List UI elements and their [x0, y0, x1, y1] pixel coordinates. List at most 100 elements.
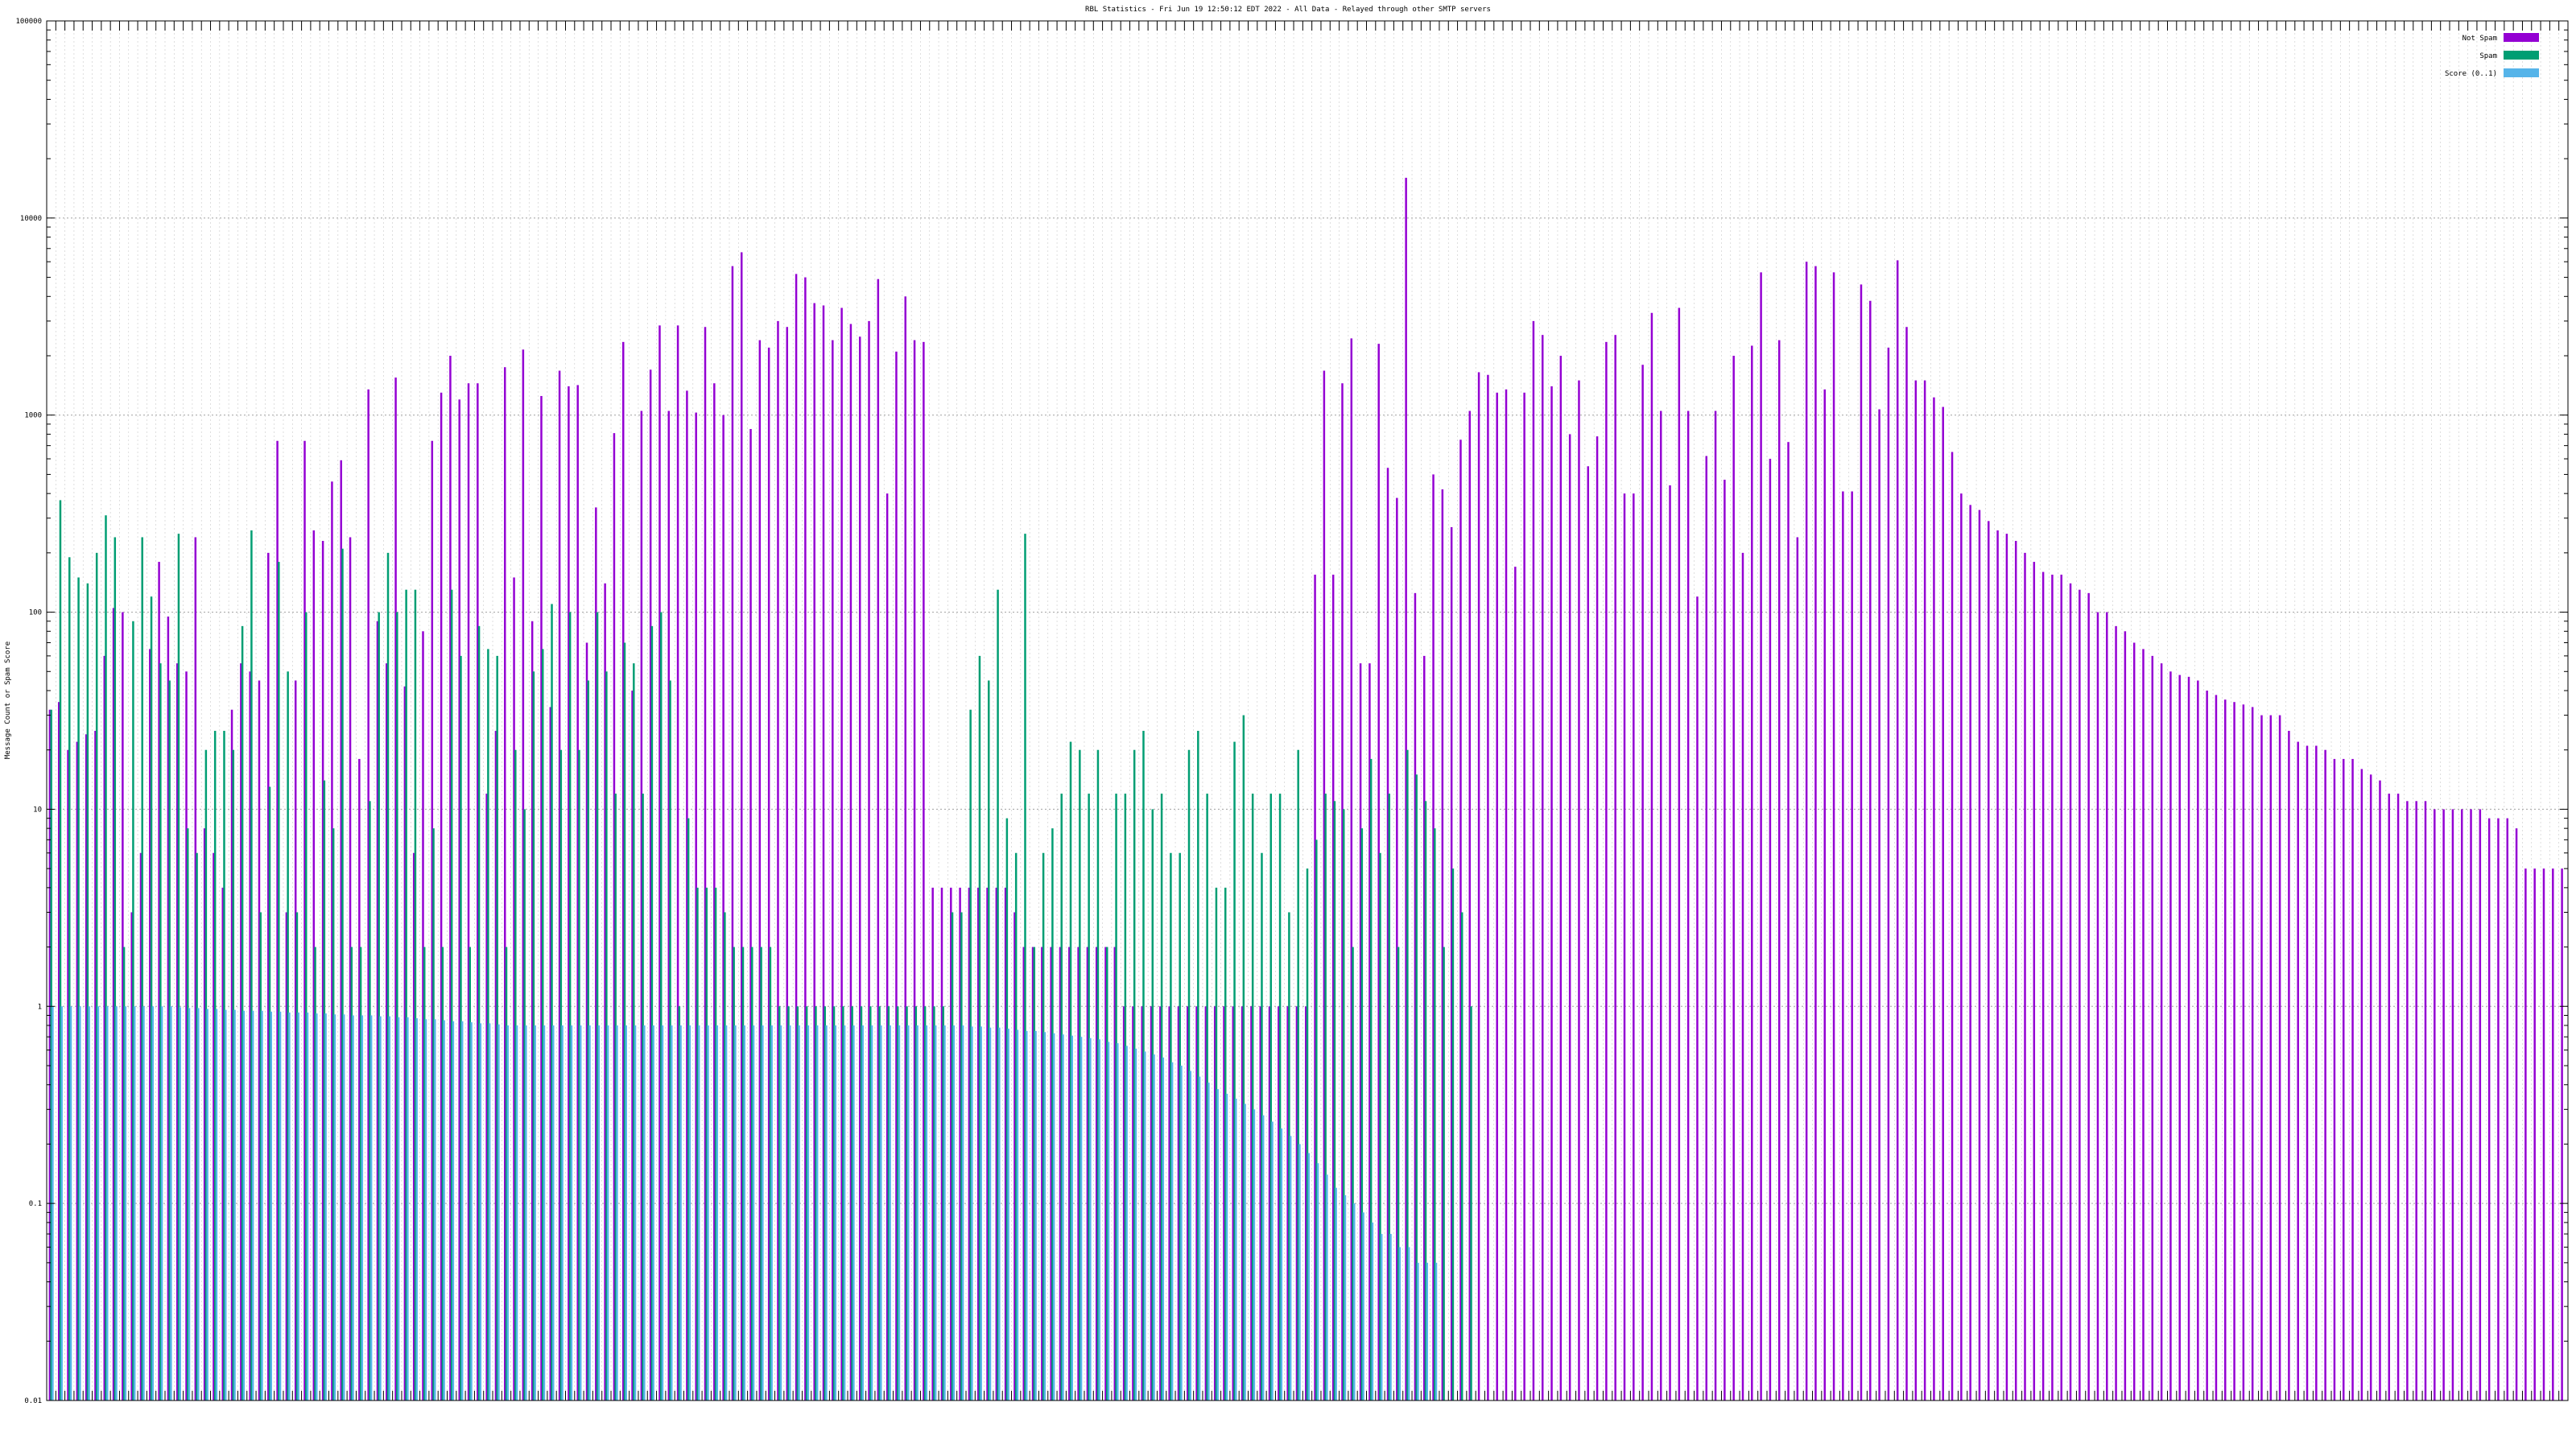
axis-layer: 100000 10000 1000 100 10 1 0.1 0.01	[15, 18, 2569, 1405]
bar-0-251	[2333, 758, 2336, 1400]
bar-0-156	[1468, 410, 1472, 1401]
bar-2-4	[88, 1006, 90, 1400]
bar-0-219	[2041, 571, 2045, 1400]
bar-1-143	[1352, 947, 1354, 1400]
bar-0-165	[1550, 386, 1553, 1400]
bar-0-205	[1914, 380, 1918, 1401]
bar-2-103	[989, 1027, 992, 1400]
bar-0-198	[1851, 491, 1853, 1401]
bar-0-178	[1669, 485, 1671, 1400]
bar-2-58	[579, 1025, 582, 1400]
bar-0-133	[1259, 1006, 1261, 1400]
y-tick-label: 1	[38, 1003, 42, 1011]
bar-1-149	[1406, 749, 1409, 1400]
bar-2-55	[552, 1025, 555, 1400]
bar-2-81	[789, 1025, 791, 1400]
bar-1-65	[642, 794, 644, 1400]
bar-0-22	[249, 671, 251, 1400]
bar-0-230	[2142, 649, 2145, 1400]
bar-0-147	[1386, 468, 1389, 1401]
bar-0-185	[1732, 356, 1735, 1401]
bar-0-115	[1095, 947, 1098, 1400]
bar-2-3	[79, 1006, 81, 1400]
bar-2-11	[151, 1006, 155, 1400]
bar-0-53	[530, 621, 534, 1400]
bar-0-188	[1760, 272, 1762, 1401]
bar-2-63	[625, 1025, 627, 1400]
bar-0-190	[1777, 340, 1781, 1401]
bar-2-152	[1435, 1262, 1438, 1400]
bar-0-107	[1022, 947, 1025, 1400]
bar-0-146	[1377, 344, 1380, 1401]
bar-0-117	[1113, 947, 1117, 1400]
bar-0-144	[1359, 663, 1362, 1400]
bar-2-114	[1089, 1037, 1092, 1400]
bar-0-179	[1678, 307, 1681, 1400]
bar-0-31	[331, 481, 333, 1400]
bar-1-38	[396, 612, 398, 1400]
bar-1-142	[1342, 809, 1345, 1400]
bar-1-51	[514, 749, 517, 1400]
bar-1-75	[733, 947, 735, 1400]
bar-0-47	[477, 383, 479, 1401]
y-tick-label: 10	[33, 806, 42, 814]
bar-2-5	[97, 1006, 100, 1400]
bar-0-80	[777, 320, 779, 1401]
y-tick-label: 10000	[20, 215, 42, 223]
bar-0-264	[2451, 809, 2454, 1400]
bar-1-107	[1024, 534, 1026, 1400]
bar-1-110	[1051, 828, 1054, 1400]
bar-0-136	[1286, 1006, 1289, 1400]
bar-1-148	[1397, 947, 1400, 1400]
bar-0-102	[976, 887, 980, 1400]
bar-2-39	[407, 1017, 409, 1400]
bar-0-93	[895, 351, 898, 1400]
bar-0-247	[2297, 741, 2299, 1400]
bar-0-152	[1432, 474, 1435, 1401]
bar-1-141	[1333, 801, 1336, 1400]
bar-0-267	[2479, 809, 2482, 1400]
bar-2-151	[1426, 1262, 1428, 1400]
bar-0-21	[240, 663, 242, 1400]
bar-2-2	[69, 1006, 72, 1400]
bar-0-91	[877, 278, 880, 1400]
bar-1-62	[614, 794, 617, 1400]
bar-1-26	[287, 671, 289, 1400]
bar-1-87	[842, 1006, 844, 1400]
bar-0-261	[2424, 801, 2427, 1400]
bar-0-256	[2379, 780, 2381, 1400]
legend-swatch-1	[2504, 51, 2539, 60]
bar-1-43	[441, 947, 444, 1400]
bar-0-127	[1204, 1006, 1208, 1400]
bar-0-225	[2096, 612, 2099, 1400]
bar-1-119	[1133, 749, 1136, 1400]
bar-2-145	[1371, 1222, 1374, 1400]
bar-0-116	[1104, 947, 1107, 1400]
bar-2-49	[497, 1024, 500, 1400]
bar-1-34	[359, 947, 362, 1400]
bar-0-200	[1869, 300, 1872, 1400]
bar-1-90	[869, 1006, 872, 1400]
bar-2-44	[452, 1021, 455, 1400]
bar-0-49	[494, 730, 497, 1400]
bar-0-94	[904, 296, 907, 1400]
bar-0-10	[139, 852, 142, 1400]
bar-2-121	[1153, 1054, 1155, 1400]
bar-2-67	[661, 1025, 664, 1400]
bar-0-258	[2396, 794, 2400, 1400]
bar-1-118	[1124, 794, 1127, 1400]
bar-0-36	[376, 621, 379, 1400]
bar-1-27	[295, 912, 299, 1400]
bar-2-54	[543, 1025, 546, 1400]
bar-0-229	[2132, 642, 2136, 1400]
bar-0-197	[1842, 491, 1844, 1401]
bar-2-130	[1235, 1099, 1237, 1400]
bar-0-134	[1268, 1006, 1271, 1400]
bar-2-100	[961, 1025, 964, 1400]
bar-0-18	[213, 852, 215, 1400]
bar-0-239	[2224, 699, 2227, 1400]
bar-1-20	[232, 749, 235, 1400]
bar-2-38	[397, 1017, 400, 1400]
bar-0-250	[2324, 749, 2326, 1400]
